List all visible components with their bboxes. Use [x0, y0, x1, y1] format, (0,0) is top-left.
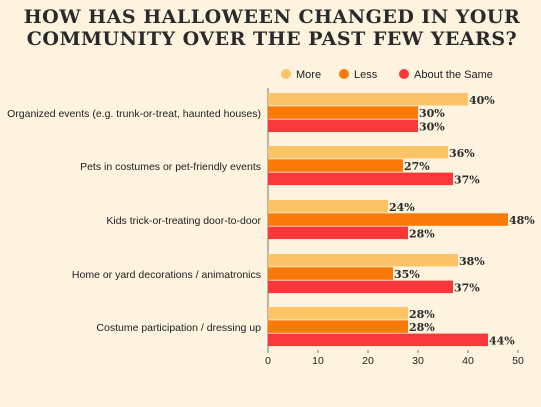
- data-label: 28%: [409, 227, 435, 240]
- data-label: 28%: [409, 321, 435, 334]
- data-label: 30%: [419, 107, 445, 120]
- data-label: 40%: [469, 94, 495, 107]
- bar-less: [268, 320, 408, 333]
- category-label: Kids trick-or-treating door-to-door: [106, 215, 261, 227]
- bar-less: [268, 267, 393, 280]
- category-label: Costume participation / dressing up: [96, 322, 261, 334]
- data-label: 28%: [409, 308, 435, 321]
- category-label: Home or yard decorations / animatronics: [72, 269, 261, 281]
- bar-less: [268, 213, 508, 226]
- data-label: 30%: [419, 120, 445, 133]
- bar-about-the-same: [268, 333, 488, 347]
- legend-label-more: More: [296, 69, 321, 81]
- bar-about-the-same: [268, 280, 453, 294]
- bar-more: [268, 146, 448, 159]
- bar-more: [268, 254, 458, 267]
- x-tick-label: 40: [462, 355, 474, 367]
- legend-label-less: Less: [354, 69, 378, 81]
- plot-area: 40% 30%30% Organized events (e.g. trunk-or…: [7, 88, 535, 367]
- chart-title-line-2: COMMUNITY OVER THE PAST FEW YEARS?: [27, 28, 517, 50]
- data-label: 36%: [449, 147, 475, 160]
- bar-less: [268, 159, 403, 172]
- bar-about-the-same: [268, 172, 453, 186]
- bar-less: [268, 106, 418, 119]
- x-tick-label: 50: [512, 355, 524, 367]
- data-label: 48%: [509, 214, 535, 227]
- legend-swatch-about-the-same: [399, 69, 409, 79]
- x-tick-label: 20: [362, 355, 374, 367]
- category-label: Organized events (e.g. trunk-or-treat, h…: [7, 108, 261, 120]
- legend-label-about-the-same: About the Same: [414, 69, 493, 81]
- data-label: 24%: [389, 201, 415, 214]
- data-label: 35%: [394, 268, 420, 281]
- chart-title-line-1: HOW HAS HALLOWEEN CHANGED IN YOUR: [24, 6, 521, 28]
- data-label: 37%: [454, 173, 480, 186]
- x-tick-label: 0: [265, 355, 271, 367]
- bar-more: [268, 93, 468, 106]
- bar-about-the-same: [268, 226, 408, 240]
- legend: More Less About the Same: [281, 69, 493, 81]
- x-tick-label: 30: [412, 355, 424, 367]
- data-label: 27%: [404, 160, 430, 173]
- x-tick-label: 10: [312, 355, 324, 367]
- bar-more: [268, 200, 388, 213]
- legend-swatch-more: [281, 69, 291, 79]
- bar-about-the-same: [268, 119, 418, 133]
- bar-more: [268, 307, 408, 320]
- category-label: Pets in costumes or pet-friendly events: [80, 161, 261, 173]
- data-label: 44%: [489, 334, 515, 347]
- data-label: 38%: [459, 255, 485, 268]
- data-label: 37%: [454, 281, 480, 294]
- legend-swatch-less: [339, 69, 349, 79]
